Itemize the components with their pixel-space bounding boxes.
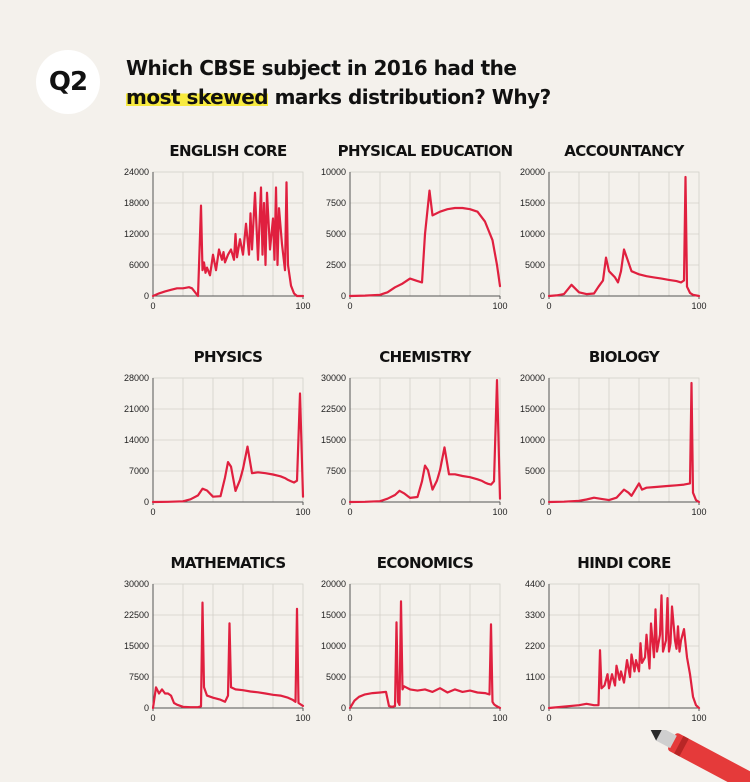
y-tick-label: 0 (341, 703, 346, 713)
x-tick-label: 100 (691, 301, 706, 311)
chart-chemistry: CHEMISTRY 0 7500 15000 22500 30000 0 100 (321, 348, 508, 517)
y-tick-label: 12000 (124, 229, 149, 239)
chart-title: BIOLOGY (589, 348, 661, 366)
marker-pen-icon (650, 730, 750, 782)
chart-economics: ECONOMICS 0 5000 10000 15000 20000 0 100 (321, 554, 508, 723)
y-tick-label: 0 (144, 497, 149, 507)
x-tick-label: 100 (492, 507, 507, 517)
x-tick-label: 0 (546, 301, 551, 311)
y-tick-label: 0 (144, 291, 149, 301)
series-line-hindi-core (547, 594, 701, 710)
y-tick-label: 5000 (326, 672, 346, 682)
y-tick-label: 20000 (520, 373, 545, 383)
y-tick-label: 22500 (124, 610, 149, 620)
chart-title: ECONOMICS (377, 554, 474, 572)
y-tick-label: 10000 (520, 229, 545, 239)
chart-title: ACCOUNTANCY (564, 142, 685, 160)
y-tick-label: 0 (144, 703, 149, 713)
x-tick-label: 100 (691, 507, 706, 517)
x-tick-label: 0 (150, 507, 155, 517)
series-line-chemistry (348, 379, 502, 504)
chart-title: PHYSICAL EDUCATION (338, 142, 513, 160)
y-tick-label: 5000 (525, 466, 545, 476)
y-tick-label: 28000 (124, 373, 149, 383)
y-tick-label: 18000 (124, 198, 149, 208)
y-tick-label: 14000 (124, 435, 149, 445)
y-tick-label: 15000 (520, 404, 545, 414)
chart-title: ENGLISH CORE (169, 142, 287, 160)
x-tick-label: 100 (492, 713, 507, 723)
chart-hindi-core: HINDI CORE 0 1100 2200 3300 4400 0 100 (525, 554, 707, 723)
y-tick-label: 4400 (525, 579, 545, 589)
y-tick-label: 0 (540, 497, 545, 507)
chart-title: PHYSICS (194, 348, 263, 366)
y-tick-label: 7500 (326, 198, 346, 208)
chart-title: CHEMISTRY (379, 348, 472, 366)
y-tick-label: 2500 (326, 260, 346, 270)
y-tick-label: 0 (341, 497, 346, 507)
chart-title: MATHEMATICS (170, 554, 285, 572)
chart-title: HINDI CORE (577, 554, 671, 572)
x-tick-label: 0 (546, 713, 551, 723)
x-tick-label: 100 (295, 507, 310, 517)
chart-accountancy: ACCOUNTANCY 0 5000 10000 15000 20000 0 100 (520, 142, 707, 311)
chart-biology: BIOLOGY 0 5000 10000 15000 20000 0 100 (520, 348, 707, 517)
chart-physics: PHYSICS 0 7000 14000 21000 28000 0 100 (124, 348, 311, 517)
x-tick-label: 0 (150, 713, 155, 723)
x-tick-label: 100 (691, 713, 706, 723)
series-line-economics (348, 600, 502, 710)
y-tick-label: 5000 (326, 229, 346, 239)
y-tick-label: 7500 (326, 466, 346, 476)
series-line-physical-education (348, 189, 502, 298)
series-line-biology (547, 381, 701, 504)
series-line-physics (151, 392, 305, 504)
question-line-1: Which CBSE subject in 2016 had the (126, 56, 517, 80)
x-tick-label: 0 (546, 507, 551, 517)
y-tick-label: 15000 (321, 610, 346, 620)
y-tick-label: 22500 (321, 404, 346, 414)
y-tick-label: 10000 (520, 435, 545, 445)
question-title: Which CBSE subject in 2016 had the most … (126, 54, 726, 112)
x-tick-label: 100 (492, 301, 507, 311)
y-tick-label: 10000 (321, 167, 346, 177)
x-tick-label: 0 (347, 713, 352, 723)
question-highlight: most skewed (126, 85, 269, 109)
y-tick-label: 7000 (129, 466, 149, 476)
chart-physical-education: PHYSICAL EDUCATION 0 2500 5000 7500 10000 0 100 (321, 142, 513, 311)
series-line-accountancy (547, 175, 701, 298)
y-tick-label: 15000 (520, 198, 545, 208)
y-tick-label: 10000 (321, 641, 346, 651)
y-tick-label: 6000 (129, 260, 149, 270)
y-tick-label: 15000 (124, 641, 149, 651)
question-line-2: marks distribution? Why? (268, 85, 552, 109)
y-tick-label: 3300 (525, 610, 545, 620)
chart-english-core: ENGLISH CORE 0 6000 12000 18000 24000 0 100 (124, 142, 311, 311)
y-tick-label: 0 (540, 703, 545, 713)
y-tick-label: 1100 (526, 672, 545, 682)
y-tick-label: 24000 (124, 167, 149, 177)
y-tick-label: 5000 (525, 260, 545, 270)
series-line-mathematics (151, 601, 305, 710)
y-tick-label: 0 (341, 291, 346, 301)
y-tick-label: 30000 (124, 579, 149, 589)
series-line-english-core (151, 181, 305, 298)
x-tick-label: 0 (347, 507, 352, 517)
y-tick-label: 30000 (321, 373, 346, 383)
x-tick-label: 0 (347, 301, 352, 311)
question-number-badge: Q2 (36, 50, 100, 114)
y-tick-label: 15000 (321, 435, 346, 445)
y-tick-label: 7500 (129, 672, 149, 682)
y-tick-label: 21000 (124, 404, 149, 414)
x-tick-label: 0 (150, 301, 155, 311)
chart-mathematics: MATHEMATICS 0 7500 15000 22500 30000 0 100 (124, 554, 311, 723)
y-tick-label: 0 (540, 291, 545, 301)
y-tick-label: 20000 (321, 579, 346, 589)
x-tick-label: 100 (295, 301, 310, 311)
y-tick-label: 20000 (520, 167, 545, 177)
y-tick-label: 2200 (525, 641, 545, 651)
x-tick-label: 100 (295, 713, 310, 723)
